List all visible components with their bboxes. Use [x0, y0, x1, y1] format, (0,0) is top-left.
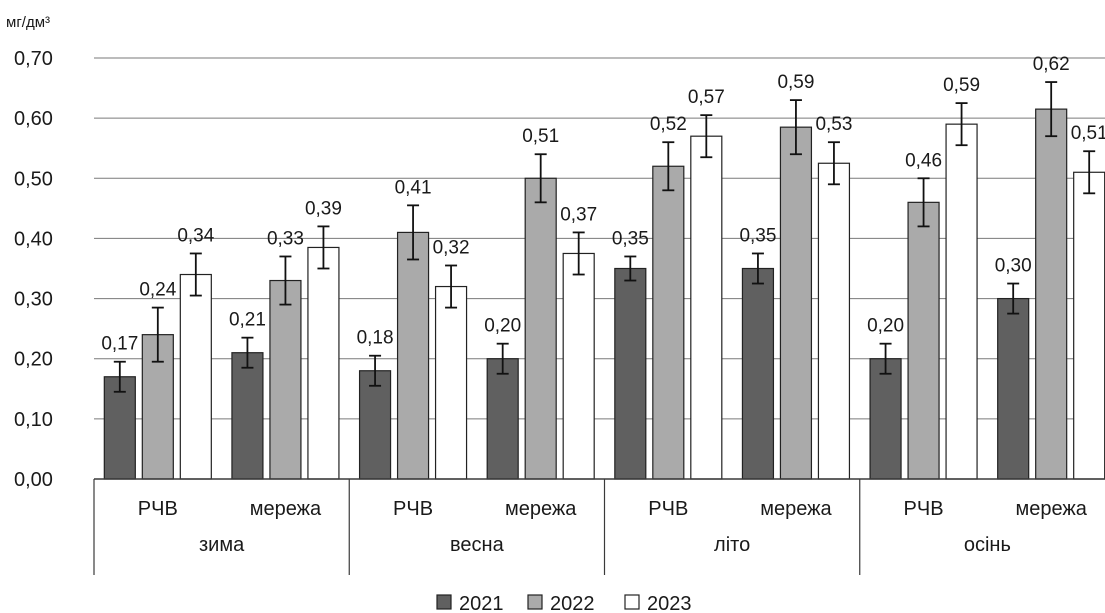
legend-swatch-2022: [527, 594, 543, 610]
y-tick-label: 0,20: [14, 349, 53, 371]
data-label: 0,32: [433, 237, 470, 258]
x-subcategory-label: РЧВ: [138, 498, 178, 520]
x-group-label: зима: [199, 534, 245, 556]
data-label: 0,21: [229, 310, 266, 331]
y-tick-label: 0,60: [14, 108, 53, 130]
data-label: 0,59: [777, 72, 814, 93]
bar-2022: [907, 201, 940, 480]
data-label: 0,24: [139, 280, 176, 301]
data-label: 0,62: [1033, 54, 1070, 75]
data-label: 0,35: [739, 225, 776, 246]
data-label: 0,46: [905, 150, 942, 171]
legend-label-2021: 2021: [459, 593, 504, 613]
bar-2021: [358, 370, 392, 480]
bar-2021: [997, 297, 1030, 480]
x-group-label: літо: [714, 534, 750, 556]
legend-label-2022: 2022: [550, 593, 595, 613]
data-label: 0,57: [688, 87, 725, 108]
bar-2022: [779, 126, 813, 480]
bars: [103, 108, 1105, 480]
x-subcategory-label: РЧВ: [648, 498, 688, 520]
legend-swatch-2023: [624, 594, 640, 610]
bar-2021: [741, 267, 775, 480]
data-label: 0,37: [560, 204, 597, 225]
bar-2023: [817, 162, 851, 480]
bar-2023: [434, 285, 468, 480]
legend-label-2023: 2023: [647, 593, 692, 613]
data-label: 0,34: [177, 225, 214, 246]
data-label: 0,41: [395, 177, 432, 198]
y-tick-label: 0,00: [14, 469, 53, 491]
data-labels: 0,17 0,24 0,34 0,21 0,330,39 0,18 0,41 0,32 0,20…: [101, 54, 1105, 355]
bar-2021: [231, 352, 264, 480]
bar-2022: [524, 177, 557, 480]
data-label: 0,35: [612, 228, 649, 249]
x-subcategory-label: РЧВ: [393, 498, 433, 520]
y-tick-label: 0,10: [14, 409, 53, 431]
data-label: 0,59: [943, 75, 980, 96]
bar-2022: [1035, 108, 1068, 480]
bar-2022: [652, 165, 685, 480]
data-label: 0,17: [101, 334, 138, 355]
data-label: 0,51: [1071, 123, 1105, 144]
y-tick-label: 0,50: [14, 168, 53, 190]
x-subcategory-label: мережа: [1015, 498, 1087, 520]
bar-2023: [179, 273, 212, 480]
data-label: 0,18: [357, 328, 394, 349]
bar-2023: [307, 246, 340, 480]
data-label: 0,20: [484, 316, 521, 337]
y-tick-label: 0,70: [14, 48, 53, 70]
grid-lines: [94, 57, 1105, 420]
x-axis: РЧВ мережа РЧВ мережа РЧВ мережа РЧВ мережазима…: [93, 478, 1105, 575]
x-group-label: осінь: [964, 534, 1011, 556]
y-axis-ticks: 0,00 0,10 0,20 0,30 0,40 0,50 0,60 0,70: [14, 48, 53, 491]
data-label: 0,33: [267, 228, 304, 249]
x-subcategory-label: мережа: [250, 498, 322, 520]
legend-swatch-2021: [436, 594, 452, 610]
x-subcategory-label: мережа: [505, 498, 577, 520]
data-label: 0,52: [650, 114, 687, 135]
data-label: 0,30: [995, 256, 1032, 277]
x-subcategory-label: мережа: [760, 498, 832, 520]
y-axis-unit-label: мг/дм³: [6, 14, 50, 31]
bar-2021: [614, 267, 647, 480]
data-label: 0,53: [815, 114, 852, 135]
data-label: 0,39: [305, 198, 342, 219]
bar-2023: [690, 135, 723, 480]
error-bars: [113, 81, 1096, 393]
y-tick-label: 0,40: [14, 228, 53, 250]
data-label: 0,20: [867, 316, 904, 337]
bar-2023: [1073, 171, 1105, 480]
bar-2021: [869, 358, 902, 480]
bar-2023: [562, 252, 595, 480]
bar-2023: [945, 123, 978, 480]
x-group-label: весна: [450, 534, 505, 556]
bar-2021: [486, 358, 519, 480]
bar-2022: [269, 279, 302, 480]
data-label: 0,51: [522, 126, 559, 147]
bar-2022: [396, 231, 430, 480]
x-subcategory-label: РЧВ: [904, 498, 944, 520]
legend: 2021 2022 2023: [436, 593, 692, 613]
y-tick-label: 0,30: [14, 289, 53, 311]
